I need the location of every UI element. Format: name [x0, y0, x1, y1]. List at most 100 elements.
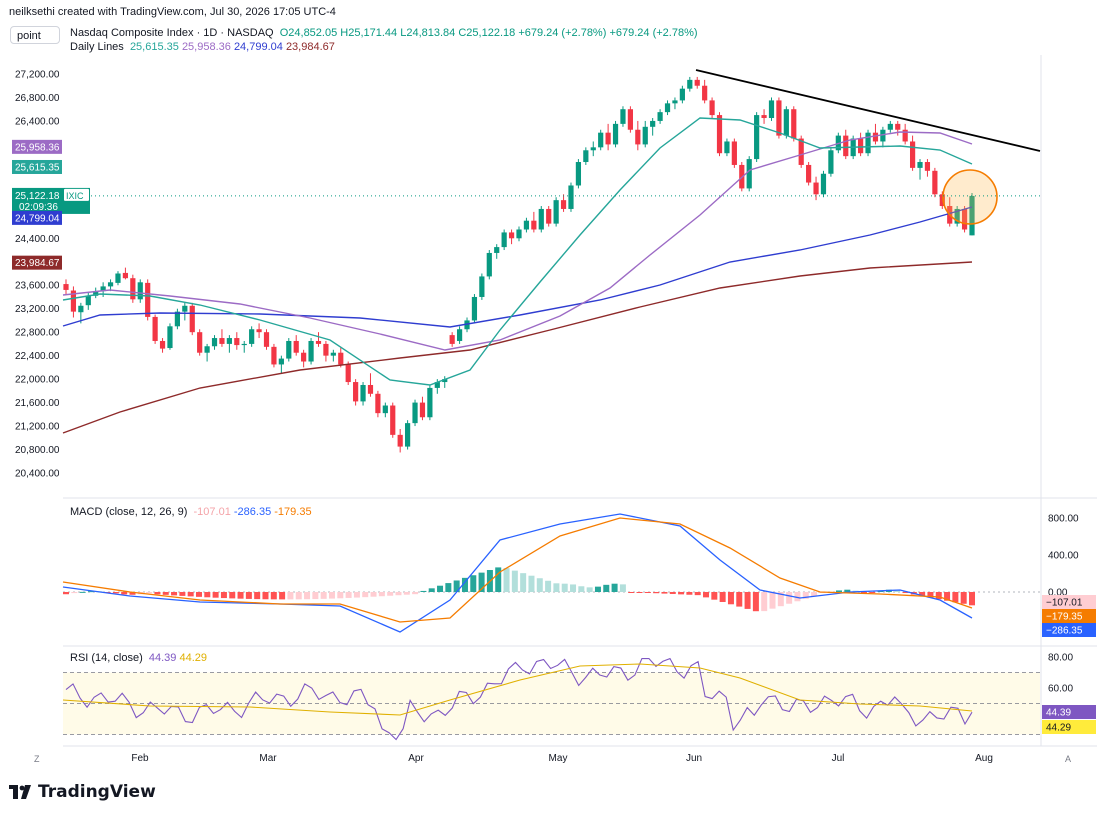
candle-body	[226, 338, 232, 344]
candle-body	[872, 132, 879, 142]
candle-body	[234, 338, 240, 346]
candle-body	[709, 100, 715, 116]
candle-body	[412, 402, 418, 424]
auto-scale-button[interactable]: A	[1065, 754, 1072, 764]
macd-axis-tick: 800.00	[1048, 514, 1079, 525]
macd-legend-label: MACD (close, 12, 26, 9)	[70, 506, 188, 518]
macd-hist-bar	[195, 592, 202, 597]
macd-legend: MACD (close, 12, 26, 9) -107.01 -286.35 …	[70, 506, 312, 518]
ma50-line	[62, 131, 973, 351]
macd-axis-tick: 400.00	[1048, 551, 1079, 562]
macd-hist-bar	[461, 577, 468, 592]
time-axis-tick: Jul	[832, 753, 845, 764]
candle-body	[449, 335, 455, 344]
price-axis-tick: 23,600.00	[15, 281, 60, 292]
rsi-value-badge: 44.39	[1046, 708, 1071, 719]
candle-body	[969, 195, 975, 236]
macd-hist-bar	[428, 588, 435, 592]
price-axis-tick: 26,800.00	[15, 93, 60, 104]
macd-hist-bar	[337, 592, 344, 599]
macd-hist-bar	[678, 592, 685, 595]
candle-body	[286, 340, 292, 359]
macd-hist-bar	[345, 592, 352, 598]
macd-signal-badge: −179.35	[1046, 612, 1083, 623]
macd-hist-bar	[520, 573, 527, 592]
macd-hist-bar	[395, 592, 402, 596]
macd-hist-bar	[611, 583, 618, 592]
candle-body	[887, 123, 893, 130]
macd-hist-bar	[927, 592, 934, 598]
macd-hist-bar	[187, 592, 194, 597]
candle-body	[605, 132, 611, 145]
candle-body	[909, 141, 916, 168]
macd-hist-bar	[229, 592, 236, 599]
ma200-price-badge: 23,984.67	[15, 258, 60, 269]
candle-body	[531, 220, 537, 230]
macd-hist-badge-bg	[1042, 595, 1096, 609]
symbol-tag-bg	[64, 188, 89, 201]
candle-body	[293, 340, 299, 353]
timezone-z-button[interactable]: Z	[34, 754, 40, 764]
candle-body	[664, 103, 671, 113]
macd-hist-bar	[694, 592, 701, 596]
candle-body	[895, 123, 901, 130]
macd-hist-bar	[146, 592, 153, 594]
candle-body	[167, 326, 173, 349]
candle-body	[776, 100, 782, 136]
candle-body	[657, 112, 663, 121]
last-price-value: 25,122.18	[15, 191, 60, 202]
macd-hist-bar	[495, 567, 502, 592]
symbol-mode-button[interactable]: point	[10, 26, 60, 44]
candle-body	[865, 132, 871, 154]
macd-hist-bar	[869, 592, 876, 593]
macd-histogram	[63, 567, 975, 612]
macd-hist-bar	[786, 592, 793, 604]
macd-hist-bar	[578, 586, 585, 592]
macd-hist-bar	[445, 583, 452, 592]
candle-body	[813, 182, 819, 195]
time-axis-tick: Mar	[259, 753, 277, 764]
candle-body	[159, 340, 166, 349]
rsi-signal-badge-bg	[1042, 720, 1096, 734]
tradingview-logo[interactable]: TradingView	[9, 782, 156, 802]
macd-hist-bar	[877, 590, 884, 592]
macd-hist-bar	[545, 580, 552, 592]
rsi-axis-tick: 60.00	[1048, 684, 1073, 695]
macd-hist-bar	[387, 592, 394, 596]
macd-hist-bar	[212, 592, 219, 598]
macd-hist-bar	[661, 592, 668, 594]
time-axis-tick: Aug	[975, 753, 993, 764]
macd-hist-bar	[628, 592, 635, 593]
bar-countdown: 02:09:36	[19, 202, 58, 213]
candle-body	[93, 291, 99, 296]
macd-hist-bar	[295, 592, 302, 600]
macd-legend-signal: -179.35	[274, 506, 312, 518]
price-axis-tick: 26,400.00	[15, 116, 60, 127]
macd-hist-bar	[811, 592, 818, 597]
rsi-legend-signal: 44.29	[179, 652, 207, 664]
candle-body	[939, 194, 945, 207]
candle-body	[620, 109, 626, 124]
candle-body	[650, 120, 656, 127]
macd-hist-bar	[952, 592, 959, 603]
macd-hist-bar	[944, 592, 951, 601]
candle-body	[145, 282, 151, 317]
candle-body	[783, 109, 789, 136]
macd-hist-bar	[719, 592, 726, 602]
ma200-price-badge-bg	[12, 255, 62, 270]
macd-hist-bar	[420, 590, 427, 592]
candle-body	[560, 200, 567, 209]
candle-body	[494, 247, 500, 253]
candle-body	[627, 109, 633, 130]
macd-hist-bar	[761, 592, 768, 612]
candle-body	[301, 352, 307, 362]
macd-hist-bar	[453, 580, 460, 592]
macd-hist-bar	[769, 592, 776, 609]
macd-hist-bar	[254, 592, 261, 600]
rsi-legend: RSI (14, close) 44.39 44.29	[70, 652, 207, 664]
legend-open: O24,852.05	[279, 27, 338, 39]
price-axis-tick: 21,600.00	[15, 398, 60, 409]
candle-body	[308, 340, 314, 362]
candle-body	[961, 208, 968, 230]
